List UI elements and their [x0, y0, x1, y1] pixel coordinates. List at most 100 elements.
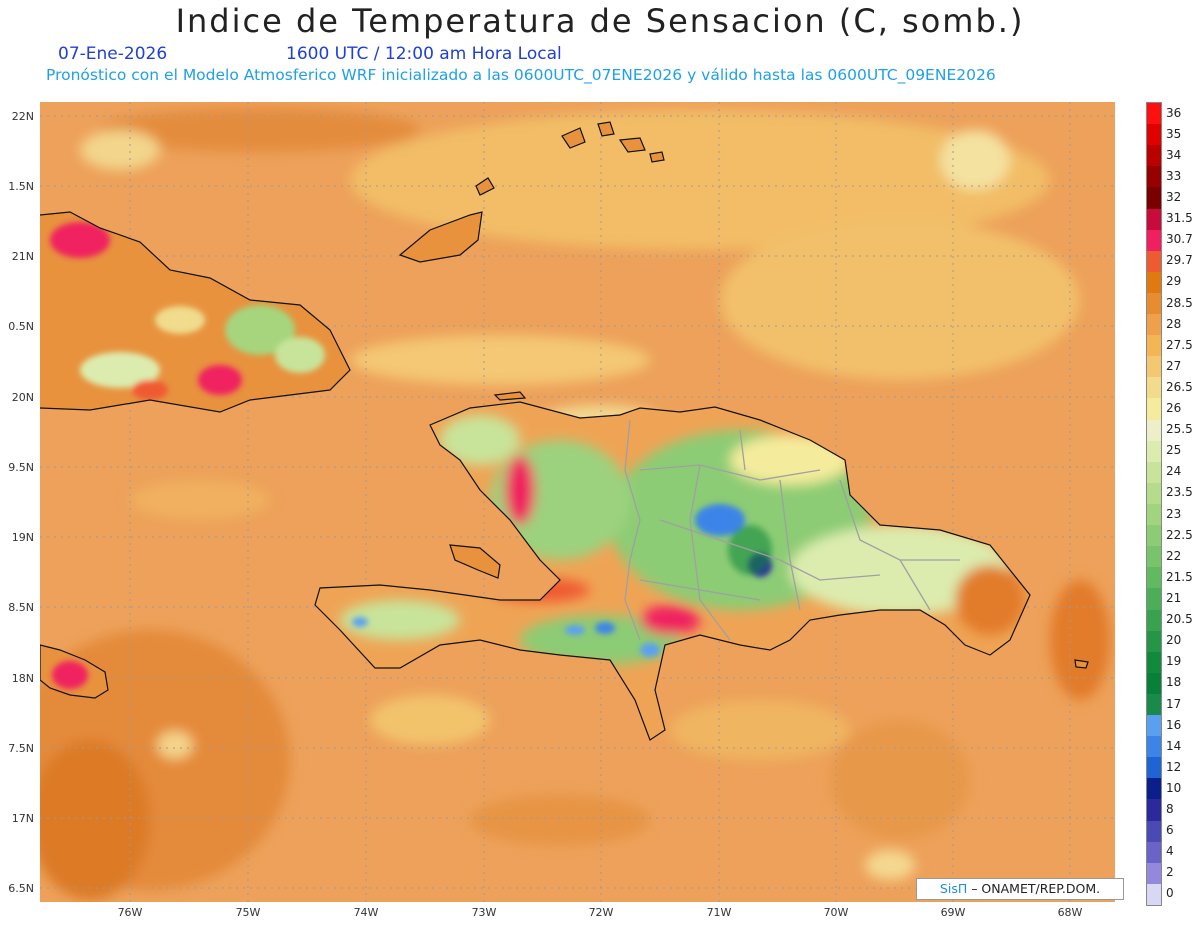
color-bar-swatch: [1147, 356, 1161, 378]
color-bar-swatch: [1147, 609, 1161, 632]
lat-label: 20N: [11, 391, 34, 404]
color-bar-swatch: [1147, 292, 1161, 315]
color-bar-label: 19: [1166, 654, 1182, 669]
color-bar-swatch: [1147, 208, 1161, 231]
lon-label: 74W: [353, 906, 379, 919]
color-bar-label: 26.5: [1166, 379, 1193, 394]
color-bar-swatch: [1147, 398, 1161, 421]
color-bar-label: 23: [1166, 506, 1182, 521]
color-bar-swatch: [1147, 841, 1161, 864]
color-bar-swatch: [1147, 504, 1161, 526]
lon-label: 76W: [117, 906, 143, 919]
color-bar-swatch: [1147, 651, 1161, 674]
color-bar-label: 20: [1166, 633, 1182, 648]
color-bar-swatch: [1147, 736, 1161, 758]
lat-label: 1.5N: [8, 180, 34, 193]
lon-label: 69W: [940, 906, 966, 919]
color-bar-label: 4: [1166, 844, 1174, 859]
lat-label: 18N: [11, 672, 34, 685]
color-bar-label: 21: [1166, 590, 1182, 605]
map-title: Indice de Temperatura de Sensacion (C, s…: [175, 2, 1025, 40]
model-info: Pronóstico con el Modelo Atmosferico WRF…: [46, 66, 996, 84]
color-bar-label: 25: [1166, 443, 1182, 458]
color-bar-swatch: [1147, 883, 1161, 906]
forecast-time: 1600 UTC / 12:00 am Hora Local: [286, 44, 562, 64]
color-bar-swatch: [1147, 271, 1161, 294]
color-bar-label: 27.5: [1166, 337, 1193, 352]
color-bar-swatch: [1147, 166, 1161, 188]
color-bar-swatch: [1147, 229, 1161, 252]
color-bar-label: 23.5: [1166, 485, 1193, 500]
color-bar-swatch: [1147, 482, 1161, 505]
color-bar-swatch: [1147, 461, 1161, 484]
color-bar-swatch: [1147, 377, 1161, 399]
color-bar-swatch: [1147, 757, 1161, 779]
color-bar-swatch: [1147, 250, 1161, 273]
lat-label: 17N: [11, 812, 34, 825]
lat-label: 6.5N: [8, 882, 34, 895]
lon-label: 72W: [588, 906, 614, 919]
color-bar-label: 29.7: [1166, 253, 1193, 268]
sispi-logo: SisΠ: [939, 881, 968, 896]
color-bar-label: 20.5: [1166, 612, 1193, 627]
color-bar-label: 29: [1166, 274, 1182, 289]
color-bar-swatch: [1147, 187, 1161, 209]
credit-badge: SisΠ – ONAMET/REP.DOM.: [916, 878, 1124, 900]
color-bar-label: 12: [1166, 759, 1182, 774]
tortuga-gonave: [449, 391, 1089, 669]
color-bar-label: 31.5: [1166, 211, 1193, 226]
lat-label: 9.5N: [8, 461, 34, 474]
color-bar-swatch: [1147, 630, 1161, 653]
color-bar-swatch: [1147, 440, 1161, 463]
color-bar-swatch: [1147, 862, 1161, 885]
color-bar-label: 27: [1166, 358, 1182, 373]
color-bar-swatch: [1147, 335, 1161, 357]
color-bar-label: 8: [1166, 802, 1174, 817]
color-bar-swatch: [1147, 103, 1161, 125]
cuba-landmass: [40, 212, 350, 412]
color-bar-swatch: [1147, 124, 1161, 146]
color-bar-swatch: [1147, 672, 1161, 695]
color-bar-swatch: [1147, 715, 1161, 737]
color-bar-label: 6: [1166, 823, 1174, 838]
color-bar-label: 16: [1166, 717, 1182, 732]
lat-label: 8.5N: [8, 601, 34, 614]
lat-label: 0.5N: [8, 320, 34, 333]
color-bar-label: 2: [1166, 865, 1174, 880]
color-bar-label: 22: [1166, 548, 1182, 563]
forecast-date: 07-Ene-2026: [58, 44, 168, 64]
color-bar-label: 10: [1166, 780, 1182, 795]
color-bar-label: 17: [1166, 696, 1182, 711]
color-bar-label: 0: [1166, 886, 1174, 901]
color-bar-label: 36: [1166, 105, 1182, 120]
color-bar-swatch: [1147, 525, 1161, 547]
turks-caicos-bahamas: [398, 121, 665, 263]
lon-label: 75W: [235, 906, 261, 919]
color-bar-label: 28.5: [1166, 295, 1193, 310]
lat-label: 21N: [11, 250, 34, 263]
color-bar-label: 32: [1166, 189, 1182, 204]
lat-label: 22N: [11, 110, 34, 123]
color-bar-label: 30.7: [1166, 232, 1193, 247]
color-bar-label: 26: [1166, 401, 1182, 416]
color-bar-swatch: [1147, 419, 1161, 442]
color-bar-swatch: [1147, 693, 1161, 716]
color-bar-swatch: [1147, 820, 1161, 843]
color-bar-swatch: [1147, 145, 1161, 167]
color-bar-swatch: [1147, 546, 1161, 568]
color-bar-label: 22.5: [1166, 527, 1193, 542]
color-bar-swatch: [1147, 778, 1161, 800]
color-bar-label: 33: [1166, 168, 1182, 183]
color-bar: [1146, 102, 1162, 906]
lon-label: 71W: [706, 906, 732, 919]
lat-label: 7.5N: [8, 742, 34, 755]
color-bar-label: 18: [1166, 675, 1182, 690]
color-bar-label: 28: [1166, 316, 1182, 331]
credit-text: – ONAMET/REP.DOM.: [967, 881, 1101, 896]
color-bar-swatch: [1147, 314, 1161, 336]
lon-label: 70W: [823, 906, 849, 919]
color-bar-swatch: [1147, 567, 1161, 589]
color-bar-label: 35: [1166, 126, 1182, 141]
lon-label: 68W: [1057, 906, 1083, 919]
